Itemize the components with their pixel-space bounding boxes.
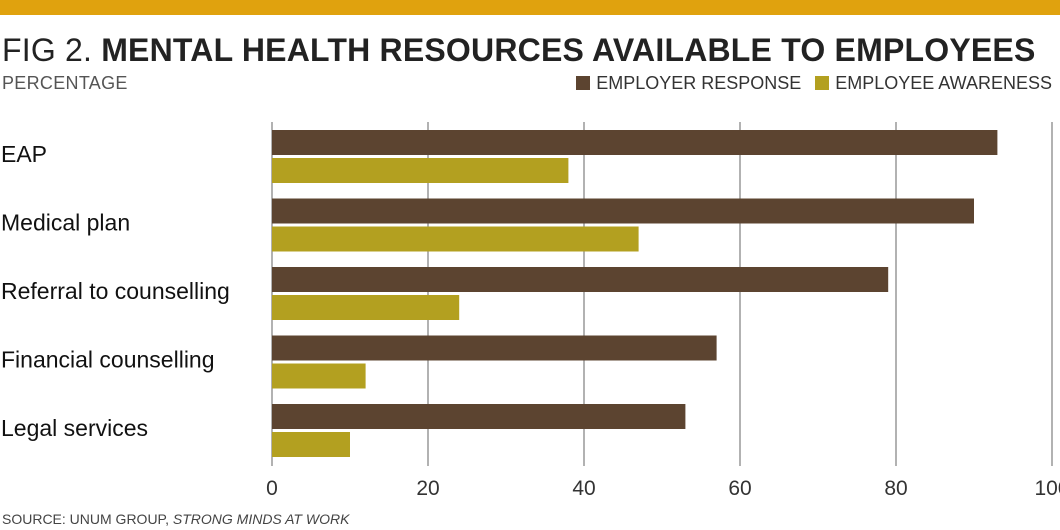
top-accent-bar: [0, 0, 1060, 15]
bar-employee-awareness: [272, 432, 350, 457]
source-prefix: SOURCE: UNUM GROUP,: [2, 511, 173, 527]
bar-employer-response: [272, 335, 717, 361]
chart-title-text: MENTAL HEALTH RESOURCES AVAILABLE TO EMP…: [101, 32, 1036, 68]
bar-chart: 0 20 40 60 80 100 EAP Medical plan Referral to c…: [1, 122, 1060, 500]
source-title: STRONG MINDS AT WORK: [172, 511, 350, 527]
chart-title: FIG 2. MENTAL HEALTH RESOURCES AVAILABLE…: [2, 30, 1036, 70]
bar-employer-response: [272, 267, 889, 292]
x-tick-label: 60: [728, 477, 751, 500]
bar-employer-response: [272, 198, 974, 224]
category-label: Legal services: [1, 415, 148, 441]
category-label: Referral to counselling: [1, 278, 230, 304]
legend-swatch-employee: [815, 76, 830, 90]
figure-label: FIG 2.: [2, 32, 93, 68]
category-label: Financial counselling: [1, 347, 215, 373]
x-tick-label: 0: [266, 477, 278, 500]
source-note: SOURCE: UNUM GROUP, STRONG MINDS AT WORK: [2, 510, 349, 528]
bar-employer-response: [272, 130, 998, 155]
category-label: Medical plan: [1, 210, 130, 236]
category-label: EAP: [1, 141, 47, 167]
legend-item-employee: EMPLOYEE AWARENESS: [815, 72, 1052, 94]
legend-label-employer: EMPLOYER RESPONSE: [596, 73, 802, 93]
chart-subtitle: PERCENTAGE: [2, 73, 128, 93]
bar-employer-response: [272, 404, 686, 429]
bar-employee-awareness: [272, 295, 460, 320]
x-tick-label: 20: [416, 477, 439, 500]
x-tick-label: 40: [572, 477, 595, 500]
x-tick-label: 80: [884, 477, 907, 500]
chart-legend: EMPLOYER RESPONSE EMPLOYEE AWARENESS: [562, 72, 1052, 94]
legend-label-employee: EMPLOYEE AWARENESS: [835, 73, 1052, 93]
legend-item-employer: EMPLOYER RESPONSE: [576, 72, 801, 94]
bar-employee-awareness: [272, 363, 366, 389]
bar-employee-awareness: [272, 158, 569, 183]
x-tick-label: 100: [1034, 477, 1060, 500]
legend-swatch-employer: [576, 76, 591, 90]
bar-employee-awareness: [272, 226, 639, 252]
